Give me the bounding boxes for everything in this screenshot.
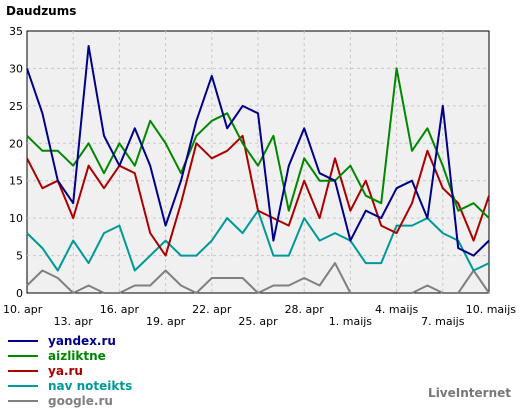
series-line-aizliktne <box>26 67 490 219</box>
legend: yandex.ru aizliktne ya.ru nav noteikts g… <box>8 333 132 408</box>
x-tick-label: 28. apr <box>285 303 325 316</box>
legend-item: nav noteikts <box>8 378 132 393</box>
x-tick-label: 25. apr <box>238 315 278 328</box>
legend-label: ya.ru <box>48 363 83 378</box>
legend-swatch <box>8 339 38 342</box>
series-line-yandex-ru <box>26 45 490 257</box>
y-tick-label: 0 <box>16 287 23 300</box>
y-tick-label: 15 <box>9 175 23 188</box>
legend-swatch <box>8 369 38 372</box>
legend-label: aizliktne <box>48 348 106 363</box>
series-line-google-ru <box>26 262 490 294</box>
y-tick-label: 10 <box>9 212 23 225</box>
x-tick-label: 22. apr <box>192 303 232 316</box>
x-tick-label: 10. apr <box>3 303 43 316</box>
legend-item: google.ru <box>8 393 132 408</box>
legend-swatch <box>8 384 38 387</box>
grid-lines <box>27 31 489 293</box>
y-tick-labels: 0 5 10 15 20 25 30 35 <box>9 25 23 300</box>
legend-item: yandex.ru <box>8 333 132 348</box>
x-tick-label: 10. maijs <box>466 303 517 316</box>
legend-swatch <box>8 354 38 357</box>
legend-label: google.ru <box>48 393 113 408</box>
series-line-ya-ru <box>26 134 490 257</box>
legend-swatch <box>8 399 38 402</box>
y-tick-label: 20 <box>9 137 23 150</box>
legend-item: ya.ru <box>8 363 132 378</box>
y-tick-label: 25 <box>9 100 23 113</box>
series-lines <box>26 45 490 294</box>
x-tick-label: 16. apr <box>100 303 140 316</box>
x-tick-label: 1. maijs <box>329 315 373 328</box>
brand-label: LiveInternet <box>428 386 511 400</box>
y-tick-label: 30 <box>9 62 23 75</box>
legend-label: nav noteikts <box>48 378 133 393</box>
x-tick-label: 7. maijs <box>421 315 465 328</box>
x-tick-label: 13. apr <box>54 315 94 328</box>
x-tick-labels: 10. apr 13. apr 16. apr 19. apr 22. apr 25. a… <box>3 303 516 328</box>
legend-label: yandex.ru <box>48 333 116 348</box>
y-tick-label: 35 <box>9 25 23 38</box>
x-tick-label: 4. maijs <box>375 303 419 316</box>
y-tick-label: 5 <box>16 250 23 263</box>
legend-item: aizliktne <box>8 348 132 363</box>
y-axis-title: Daudzums <box>6 4 76 18</box>
x-tick-label: 19. apr <box>146 315 186 328</box>
